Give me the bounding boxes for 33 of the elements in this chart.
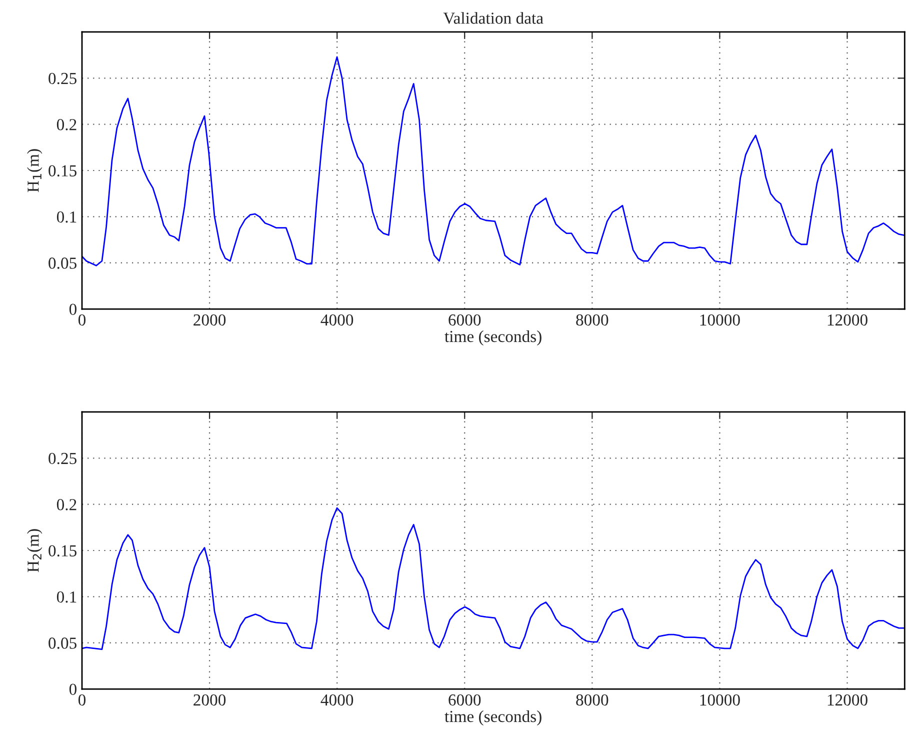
x-tick-label: 4000 xyxy=(320,694,354,706)
y-tick-label: 0.25 xyxy=(48,72,76,84)
y-tick-label: 0.05 xyxy=(48,638,76,649)
x-tick-label: 0 xyxy=(78,314,86,326)
x-axis-title: time (seconds) xyxy=(444,330,542,346)
x-tick-label: 8000 xyxy=(576,694,608,706)
x-tick-label: 8000 xyxy=(576,314,608,326)
x-tick-label: 10000 xyxy=(700,694,740,706)
y-tick-label: 0.05 xyxy=(48,258,76,269)
x-tick-label: 12000 xyxy=(828,694,868,706)
y-tick-label: 0.1 xyxy=(56,211,76,223)
x-axis-title: time (seconds) xyxy=(444,710,542,726)
x-tick-label: 2000 xyxy=(194,694,226,706)
y-tick-label: 0.25 xyxy=(48,452,76,464)
x-tick-label: 10000 xyxy=(700,314,740,326)
line-series xyxy=(82,507,905,650)
x-tick-label: 12000 xyxy=(828,314,868,326)
x-tick-label: 2000 xyxy=(194,314,226,326)
chart-title: Validation data xyxy=(443,12,544,24)
x-tick-label: 4000 xyxy=(320,314,354,326)
x-tick-label: 0 xyxy=(78,694,86,706)
y-tick-label: 0.2 xyxy=(56,119,76,130)
y-tick-label: 0 xyxy=(69,684,76,695)
x-tick-label: 6000 xyxy=(448,314,481,326)
y-tick-label: 0.15 xyxy=(48,545,76,557)
y-tick-label: 0.15 xyxy=(48,165,76,177)
x-tick-label: 6000 xyxy=(448,694,481,706)
y-axis-title: H$_{1}$(m) xyxy=(27,149,42,192)
y-axis-title: H$_{2}$(m) xyxy=(27,529,42,572)
y-tick-label: 0.1 xyxy=(56,591,76,603)
y-tick-label: 0 xyxy=(69,304,76,315)
y-tick-label: 0.2 xyxy=(56,499,76,510)
line-series xyxy=(82,56,905,266)
